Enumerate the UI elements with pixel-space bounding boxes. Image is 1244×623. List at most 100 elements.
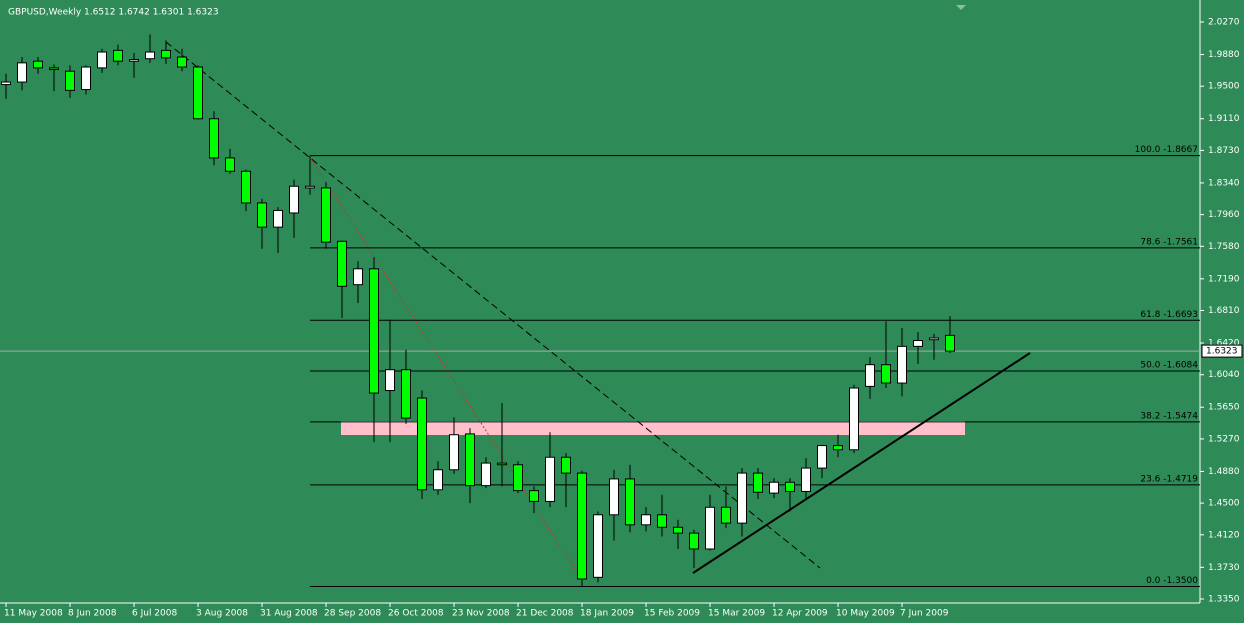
- x-tick-label: 12 Apr 2009: [772, 609, 828, 619]
- y-tick-label: 1.9110: [1208, 114, 1240, 124]
- y-tick-label: 1.7960: [1208, 210, 1240, 220]
- y-tick-label: 1.5270: [1208, 434, 1240, 444]
- candle-body: [865, 364, 875, 387]
- zone: [341, 421, 965, 435]
- candle-body: [289, 185, 299, 214]
- trend-line: [165, 41, 821, 569]
- candle-body: [209, 118, 219, 159]
- candle-body: [449, 434, 459, 471]
- candle-body: [945, 334, 955, 352]
- candle-body: [81, 66, 91, 91]
- candle-body: [433, 469, 443, 491]
- candle-body: [369, 268, 379, 394]
- fib-label: 50.0 -1.6084: [1140, 361, 1198, 371]
- candle-body: [273, 209, 283, 228]
- y-tick-label: 1.3730: [1208, 563, 1240, 573]
- candle-body: [193, 66, 203, 120]
- trend-line: [692, 352, 1031, 574]
- candle-body: [737, 472, 747, 524]
- candle-body: [641, 514, 651, 526]
- y-tick-label: 1.3350: [1208, 594, 1240, 604]
- candle-body: [833, 445, 843, 451]
- x-tick-label: 18 Jan 2009: [580, 609, 634, 619]
- candle-body: [49, 67, 59, 71]
- current-price-label: 1.6323: [1206, 347, 1238, 357]
- candle-body: [769, 481, 779, 494]
- candle-body: [705, 506, 715, 550]
- x-tick-label: 10 May 2009: [836, 609, 895, 619]
- shift-marker: [956, 5, 966, 10]
- y-tick-label: 1.6810: [1208, 306, 1240, 316]
- candle-body: [657, 514, 667, 528]
- candle-body: [593, 514, 603, 578]
- candle-body: [513, 464, 523, 492]
- candle-body: [1, 81, 11, 86]
- candle-body: [353, 268, 363, 286]
- candle-body: [145, 51, 155, 60]
- candle-body: [625, 478, 635, 526]
- x-tick-label: 31 Aug 2008: [260, 609, 318, 619]
- fib-label: 23.6 -1.4719: [1140, 474, 1198, 484]
- fib-label: 38.2 -1.5474: [1140, 411, 1198, 421]
- candle-body: [465, 433, 475, 487]
- x-tick-label: 15 Feb 2009: [644, 609, 700, 619]
- candle-body: [817, 445, 827, 469]
- candle-body: [337, 240, 347, 287]
- y-tick-label: 1.6420: [1208, 339, 1240, 349]
- candle-body: [113, 49, 123, 62]
- candle-body: [913, 340, 923, 347]
- x-tick-label: 23 Nov 2008: [452, 609, 510, 619]
- candle-body: [65, 70, 75, 91]
- candle-body: [177, 56, 187, 68]
- x-tick-label: 3 Aug 2008: [196, 609, 248, 619]
- candle-body: [305, 185, 315, 189]
- candle-body: [321, 187, 331, 243]
- candle-body: [497, 462, 507, 466]
- y-tick-label: 1.8340: [1208, 178, 1240, 188]
- candle-body: [481, 462, 491, 487]
- candle-body: [17, 62, 27, 83]
- candle-body: [401, 369, 411, 419]
- x-tick-label: 11 May 2008: [4, 609, 63, 619]
- x-tick-label: 6 Jul 2008: [132, 609, 177, 619]
- candle-body: [897, 345, 907, 384]
- candle-body: [529, 490, 539, 502]
- candle-body: [881, 364, 891, 384]
- candle-body: [849, 387, 859, 451]
- candle-body: [161, 49, 171, 59]
- candle-body: [689, 532, 699, 550]
- candle-body: [785, 481, 795, 492]
- candle-body: [801, 467, 811, 492]
- candle-body: [257, 202, 267, 228]
- y-tick-label: 1.7190: [1208, 274, 1240, 284]
- candle-body: [129, 59, 139, 62]
- y-tick-label: 1.9500: [1208, 82, 1240, 92]
- candle-body: [753, 472, 763, 493]
- candle-body: [225, 157, 235, 172]
- x-tick-label: 7 Jun 2009: [900, 609, 949, 619]
- current-price-box: [1201, 344, 1243, 358]
- y-tick-label: 1.4880: [1208, 467, 1240, 477]
- y-tick-label: 1.9880: [1208, 50, 1240, 60]
- candle-body: [545, 456, 555, 502]
- chart-title: GBPUSD,Weekly 1.6512 1.6742 1.6301 1.632…: [8, 8, 219, 18]
- candle-body: [929, 337, 939, 341]
- x-tick-label: 21 Dec 2008: [516, 609, 574, 619]
- candle-body: [577, 472, 587, 580]
- y-tick-label: 1.8730: [1208, 146, 1240, 156]
- fib-label: 78.6 -1.7561: [1140, 237, 1198, 247]
- candle-body: [385, 369, 395, 392]
- candle-body: [673, 526, 683, 534]
- x-tick-label: 26 Oct 2008: [388, 609, 444, 619]
- candle-body: [97, 51, 107, 69]
- y-tick-label: 1.5650: [1208, 403, 1240, 413]
- candle-body: [721, 506, 731, 524]
- x-tick-label: 28 Sep 2008: [324, 609, 381, 619]
- fib-label: 0.0 -1.3500: [1146, 576, 1198, 586]
- y-tick-label: 1.6040: [1208, 370, 1240, 380]
- candle-body: [241, 170, 251, 204]
- fib-label: 61.8 -1.6693: [1140, 310, 1198, 320]
